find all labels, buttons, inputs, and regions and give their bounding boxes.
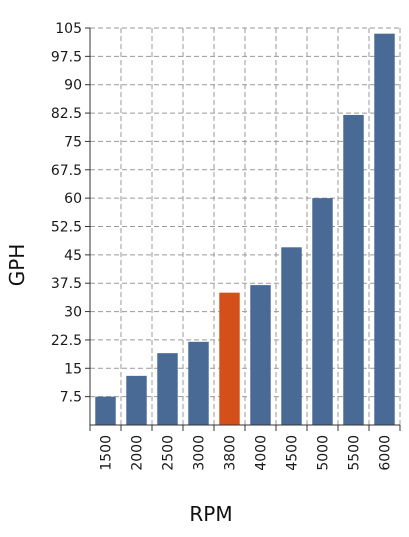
y-axis-title: GPH [5, 244, 29, 287]
x-tick-label: 6000 [378, 435, 394, 471]
bar-3000 [188, 341, 209, 425]
bar-4500 [281, 247, 302, 425]
bar-5500 [343, 114, 364, 425]
y-tick-label: 37.5 [51, 276, 82, 292]
y-tick-label: 7.5 [60, 390, 82, 406]
y-tick-label: 52.5 [51, 220, 82, 236]
y-tick-label: 67.5 [51, 163, 82, 179]
bars [95, 33, 395, 426]
y-tick-labels: 7.5 15 22.5 30 37.5 45 52.5 60 67.5 75 82.5 90 97.5 1… [51, 21, 82, 406]
bar-3800 [219, 292, 240, 425]
x-tick-labels: 1500 2000 2500 3000 3800 4000 4500 5000 5500 6000 [99, 435, 394, 471]
bar-5000 [312, 198, 333, 425]
x-tick-label: 3800 [223, 435, 239, 471]
x-tick-label: 1500 [99, 435, 115, 471]
x-tick-label: 5500 [347, 435, 363, 471]
y-tick-label: 22.5 [51, 333, 82, 349]
x-axis-title: RPM [189, 502, 232, 526]
x-tick-label: 2000 [130, 435, 146, 471]
y-tick-label: 45 [64, 248, 82, 264]
y-tick-label: 30 [64, 305, 82, 321]
x-tick-label: 3000 [192, 435, 208, 471]
y-tick-label: 75 [64, 134, 82, 150]
bar-4000 [250, 285, 271, 425]
bar-2500 [157, 353, 178, 425]
bar-6000 [374, 33, 395, 426]
gridlines [90, 27, 401, 425]
y-tick-label: 90 [64, 78, 82, 94]
bar-2000 [126, 375, 147, 425]
y-tick-label: 15 [64, 361, 82, 377]
x-tick-label: 4500 [285, 435, 301, 471]
bar-1500 [95, 396, 116, 425]
axes [85, 27, 401, 431]
x-tick-label: 2500 [161, 435, 177, 471]
y-tick-label: 105 [55, 21, 82, 37]
x-tick-label: 5000 [316, 435, 332, 471]
y-tick-label: 60 [64, 191, 82, 207]
y-tick-label: 82.5 [51, 106, 82, 122]
x-tick-label: 4000 [254, 435, 270, 471]
y-tick-label: 97.5 [51, 49, 82, 65]
